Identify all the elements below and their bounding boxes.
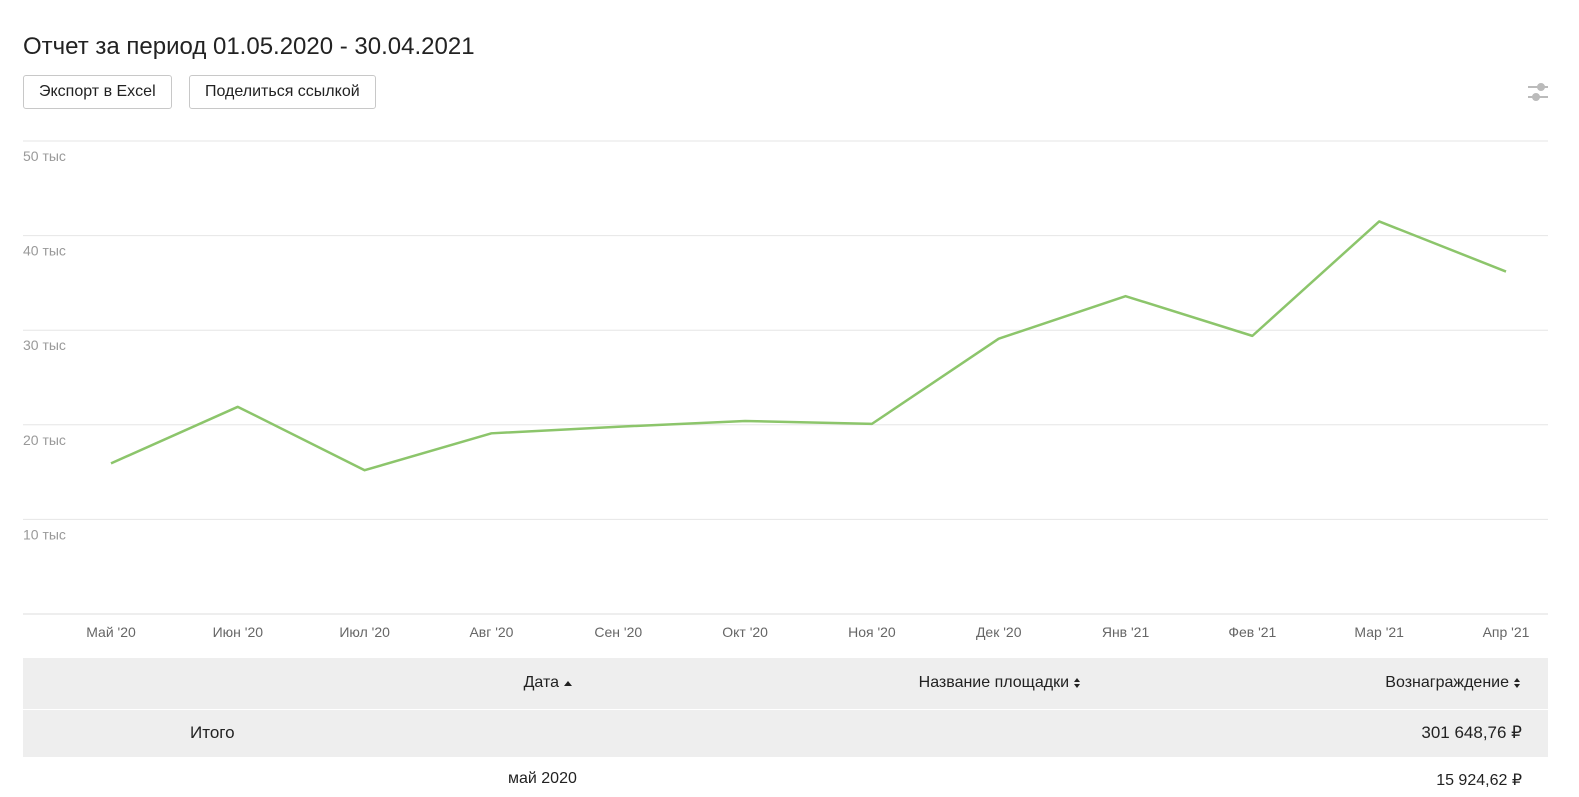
x-tick-label: Июл '20 (339, 624, 390, 640)
sort-icon (1074, 677, 1080, 688)
export-button[interactable]: Экспорт в Excel (23, 75, 172, 109)
x-tick-label: Мар '21 (1354, 624, 1404, 640)
line (110, 220, 1507, 472)
total-row: Итого 301 648,76 ₽ (23, 710, 1548, 757)
table-row: май 2020 15 924,62 ₽ (23, 757, 1548, 797)
column-title: Название площадки (918, 674, 1069, 691)
y-tick-label: 10 тыс (23, 526, 66, 542)
column-header[interactable]: Дата (524, 674, 573, 692)
chart: 10 тыс 20 тыс 30 тыс 40 тыс 50 тыс Май '20 Июн… (23, 140, 1548, 640)
column-title: Дата (523, 674, 559, 691)
y-tick-label: 50 тыс (23, 148, 66, 164)
row-date: май 2020 (508, 770, 577, 787)
column-title: Вознаграждение (1385, 674, 1509, 691)
x-tick-label: Апр '21 (1483, 624, 1530, 640)
y-tick-label: 20 тыс (23, 432, 66, 448)
x-tick-label: Май '20 (86, 624, 136, 640)
x-tick-label: Июн '20 (213, 624, 264, 640)
column-header[interactable]: Название площадки (919, 674, 1081, 692)
settings-icon[interactable] (1526, 82, 1550, 104)
x-tick-label: Ноя '20 (848, 624, 896, 640)
x-tick-label: Сен '20 (594, 624, 642, 640)
x-tick-label: Окт '20 (722, 624, 768, 640)
y-tick-label: 40 тыс (23, 243, 66, 259)
sort-asc-icon (564, 680, 572, 686)
x-tick-label: Фев '21 (1228, 624, 1276, 640)
total-reward: 301 648,76 ₽ (1421, 723, 1522, 742)
total-label: Итого (190, 723, 235, 742)
report-title: Отчет за период 01.05.2020 - 30.04.2021 (23, 33, 475, 60)
x-tick-label: Дек '20 (976, 624, 1022, 640)
y-tick-label: 30 тыс (23, 337, 66, 353)
sort-icon (1514, 677, 1520, 688)
x-tick-label: Авг '20 (469, 624, 513, 640)
x-tick-label: Янв '21 (1102, 624, 1150, 640)
column-header[interactable]: Вознаграждение (1385, 674, 1521, 692)
row-reward: 15 924,62 ₽ (1436, 772, 1522, 789)
share-button[interactable]: Поделиться ссылкой (189, 75, 376, 109)
table-header: Дата Название площадки Вознаграждение (23, 658, 1548, 709)
